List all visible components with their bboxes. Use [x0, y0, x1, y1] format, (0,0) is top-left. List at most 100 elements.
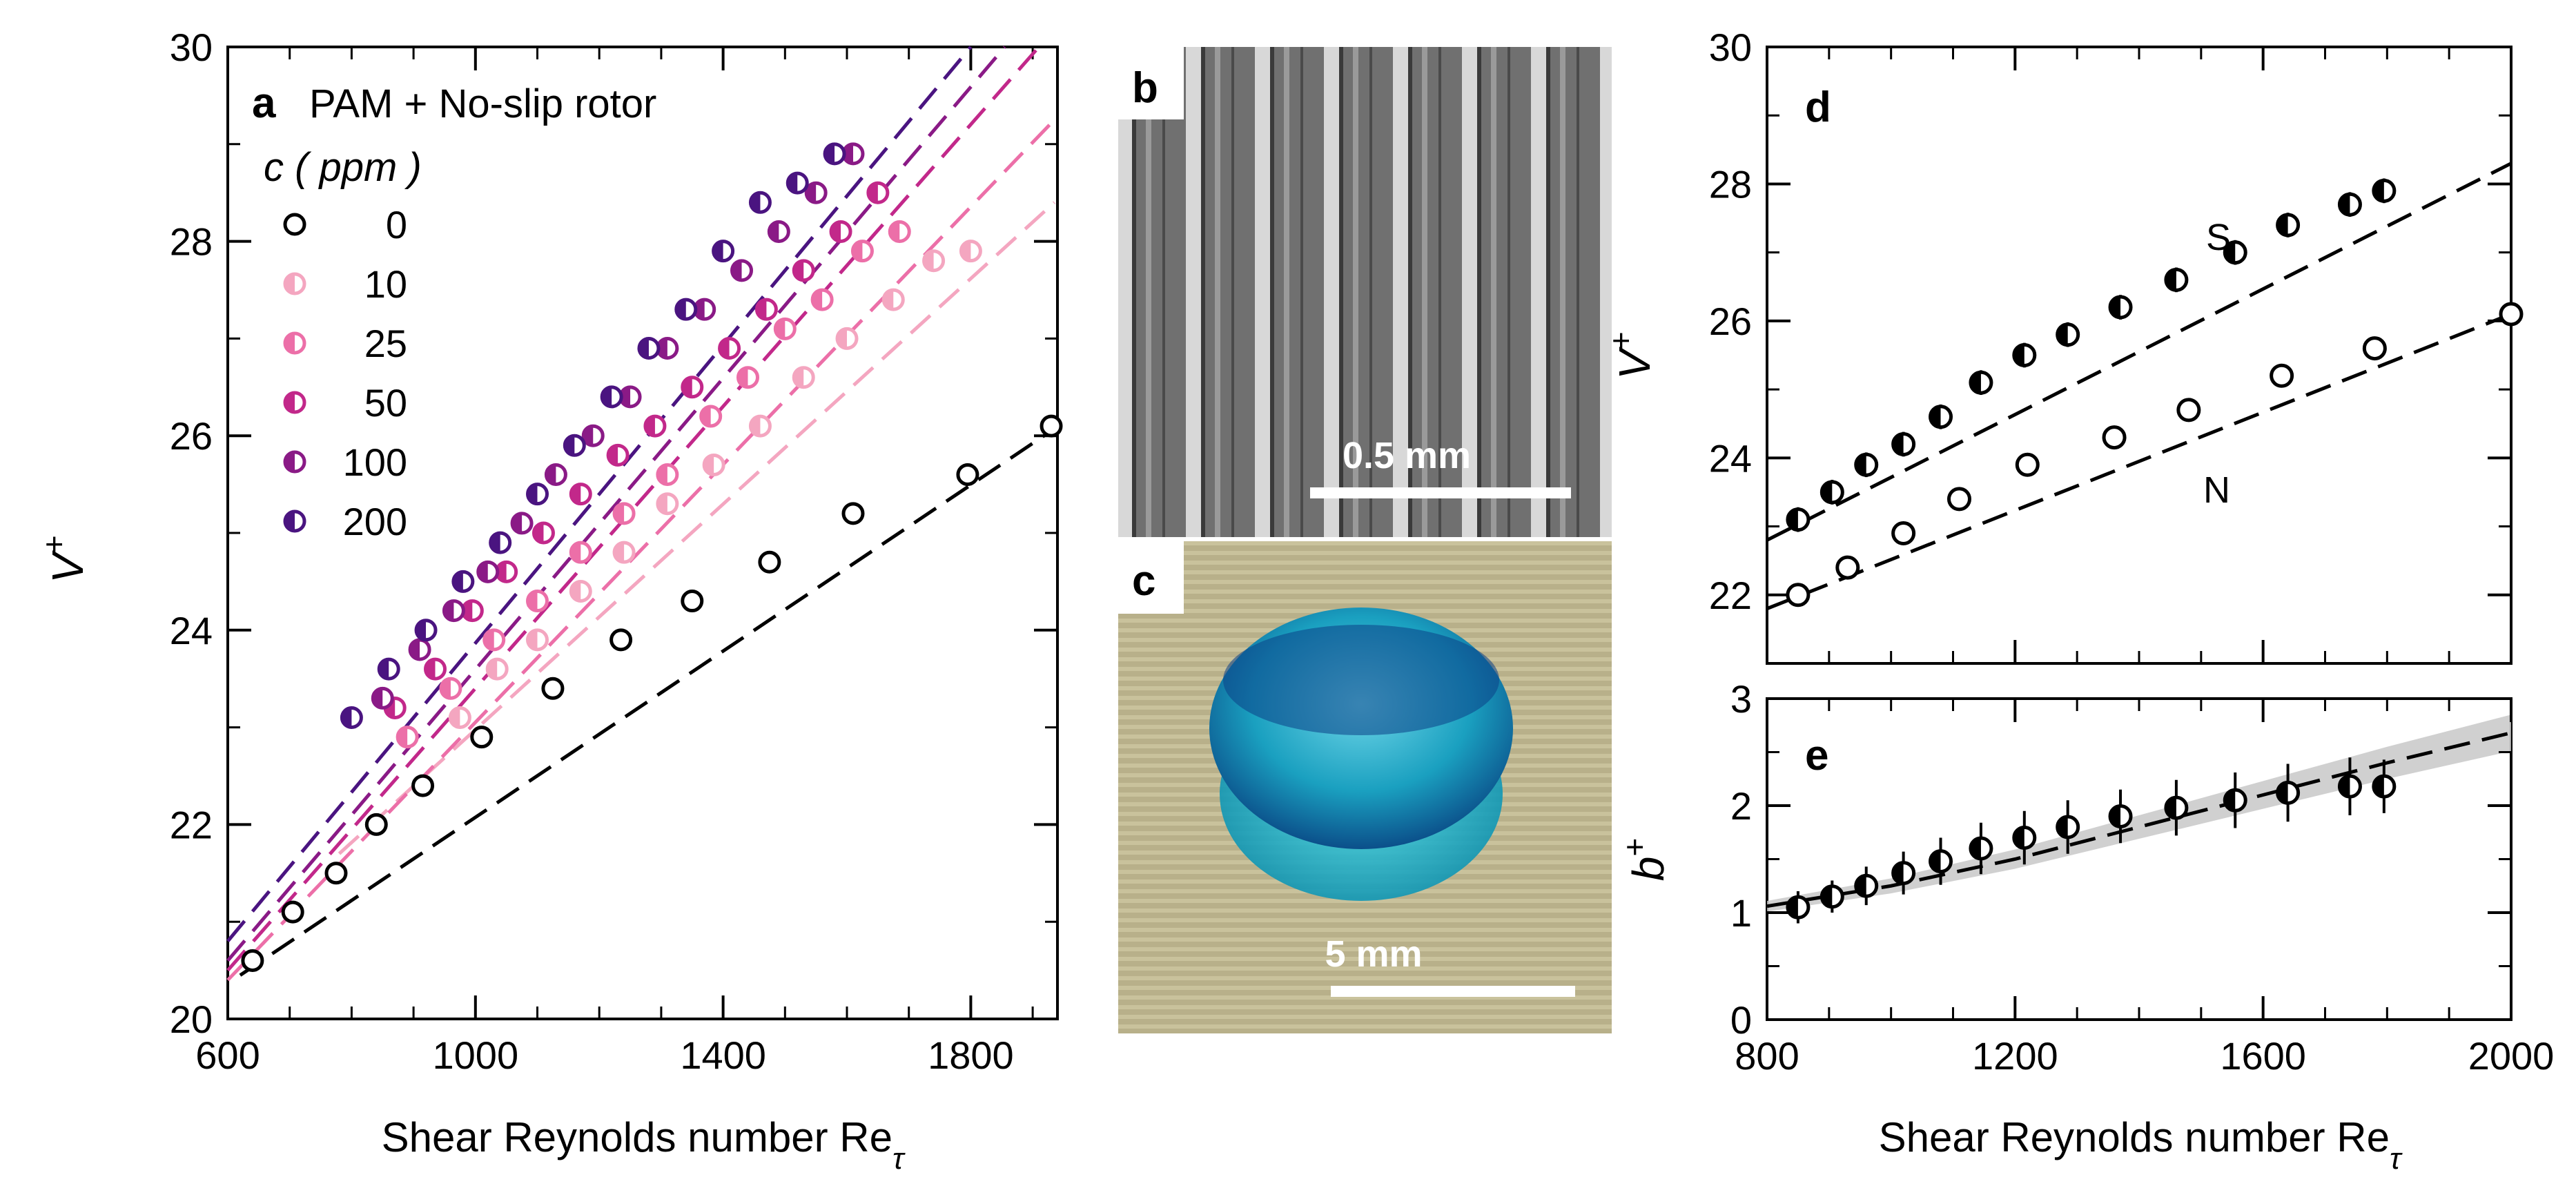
marker-half-fill	[534, 523, 544, 543]
marker-half-fill	[512, 513, 523, 533]
data-point-series-25	[396, 726, 419, 749]
data-point-series-25	[656, 463, 679, 487]
marker-ring	[411, 774, 435, 797]
data-point-series-10	[881, 288, 905, 311]
marker-half-fill	[621, 387, 631, 407]
data-point-series-25	[612, 502, 636, 525]
y-tick-label: 2	[1730, 784, 1752, 828]
fit-line-series-b+	[1766, 731, 2512, 908]
data-point-series-S	[2372, 178, 2397, 203]
marker-ring	[324, 862, 348, 885]
legend-marker-fill	[285, 274, 295, 293]
data-point-series-100	[408, 638, 431, 661]
legend-label: 200	[343, 500, 407, 543]
marker-ring	[758, 550, 781, 574]
panel-c-scale-label: 5 mm	[1325, 933, 1422, 975]
data-point-series-0	[411, 774, 435, 797]
data-point-series-200	[563, 434, 586, 457]
sem-grooved-surface-image	[1118, 47, 1612, 537]
panel-d-frame	[1766, 46, 2512, 665]
data-point-series-10	[656, 492, 679, 516]
x-tick-label: 1000	[433, 1033, 519, 1077]
y-tick-label: 26	[170, 414, 213, 458]
marker-ring	[2102, 425, 2127, 450]
data-point-series-0	[1040, 414, 1063, 438]
legend-marker-fill	[285, 393, 295, 412]
marker-half-fill	[571, 581, 581, 601]
panel-e-ylabel-text: b	[1623, 857, 1673, 882]
marker-ring	[470, 726, 494, 749]
marker-half-fill	[342, 708, 352, 728]
marker-half-fill	[890, 222, 900, 242]
data-point-series-50	[643, 414, 667, 438]
legend-marker-fill	[285, 452, 295, 472]
marker-half-fill	[2339, 776, 2350, 797]
data-point-series-100	[544, 463, 567, 487]
data-point-series-0	[841, 502, 865, 525]
fit-line-series-100	[226, 46, 1006, 962]
marker-ring	[1786, 583, 1811, 607]
marker-half-fill	[788, 173, 798, 193]
data-point-series-0	[470, 726, 494, 749]
panel-a-ylabel: V+	[36, 535, 92, 583]
marker-half-fill	[450, 708, 460, 728]
data-point-series-200	[712, 240, 735, 263]
marker-half-fill	[487, 659, 498, 679]
x-tick-label: 1400	[680, 1033, 766, 1077]
marker-ring	[1946, 487, 1971, 512]
data-point-series-0	[758, 550, 781, 574]
data-point-series-10	[959, 240, 982, 263]
panel-a-title: PAM + No-slip rotor	[309, 81, 656, 126]
marker-half-fill	[1822, 481, 1833, 503]
marker-half-fill	[1970, 372, 1981, 393]
fit-line-series-200	[226, 46, 973, 942]
data-point-series-b+	[2372, 774, 2397, 799]
marker-half-fill	[694, 300, 705, 320]
panel-b-scale-bar	[1310, 487, 1571, 498]
marker-half-fill	[1893, 862, 1904, 884]
y-tick-label: 26	[1709, 300, 1752, 343]
data-point-series-100	[730, 259, 754, 282]
marker-ring	[956, 463, 979, 487]
data-point-series-S	[1969, 370, 1993, 395]
y-tick-label: 24	[1709, 436, 1752, 480]
data-point-series-200	[340, 706, 363, 730]
data-point-series-S	[2164, 267, 2189, 292]
panel-d-label: d	[1805, 84, 1831, 131]
legend-label: 0	[386, 203, 407, 246]
marker-half-fill	[2165, 797, 2176, 819]
data-point-series-200	[674, 298, 698, 321]
data-point-series-S	[1819, 480, 1844, 505]
panel-b-label: b	[1132, 64, 1158, 112]
data-point-series-S	[1786, 507, 1811, 532]
data-point-series-10	[448, 706, 471, 730]
data-point-series-S	[2012, 343, 2037, 367]
fit-line-series-N	[1766, 312, 2512, 610]
marker-half-fill	[379, 659, 389, 679]
panel-e-ylabel: b+	[1617, 838, 1673, 881]
x-tick-label: 1800	[928, 1033, 1014, 1077]
marker-half-fill	[961, 241, 971, 261]
marker-ring	[609, 628, 633, 652]
panel-a-ylabel-sup: +	[36, 535, 72, 554]
marker-half-fill	[806, 183, 817, 203]
panel-c-label: c	[1132, 557, 1155, 605]
data-point-series-50	[460, 599, 484, 623]
marker-half-fill	[682, 377, 692, 397]
data-point-series-S	[2056, 322, 2080, 347]
marker-ring	[2362, 336, 2387, 361]
marker-half-fill	[583, 426, 594, 446]
data-point-series-b+	[2337, 774, 2362, 799]
fit-line-series-25	[226, 118, 1056, 982]
marker-half-fill	[478, 562, 488, 582]
data-point-series-b+	[1819, 884, 1844, 909]
data-point-series-10	[612, 541, 636, 564]
data-point-series-200	[600, 385, 623, 409]
marker-half-fill	[704, 455, 714, 475]
data-point-series-50	[606, 443, 630, 467]
panel-e-confidence-band	[1767, 714, 2511, 912]
legend-marker	[283, 213, 306, 236]
marker-half-fill	[398, 727, 408, 747]
data-point-series-25	[810, 288, 834, 311]
marker-half-fill	[2057, 324, 2068, 345]
